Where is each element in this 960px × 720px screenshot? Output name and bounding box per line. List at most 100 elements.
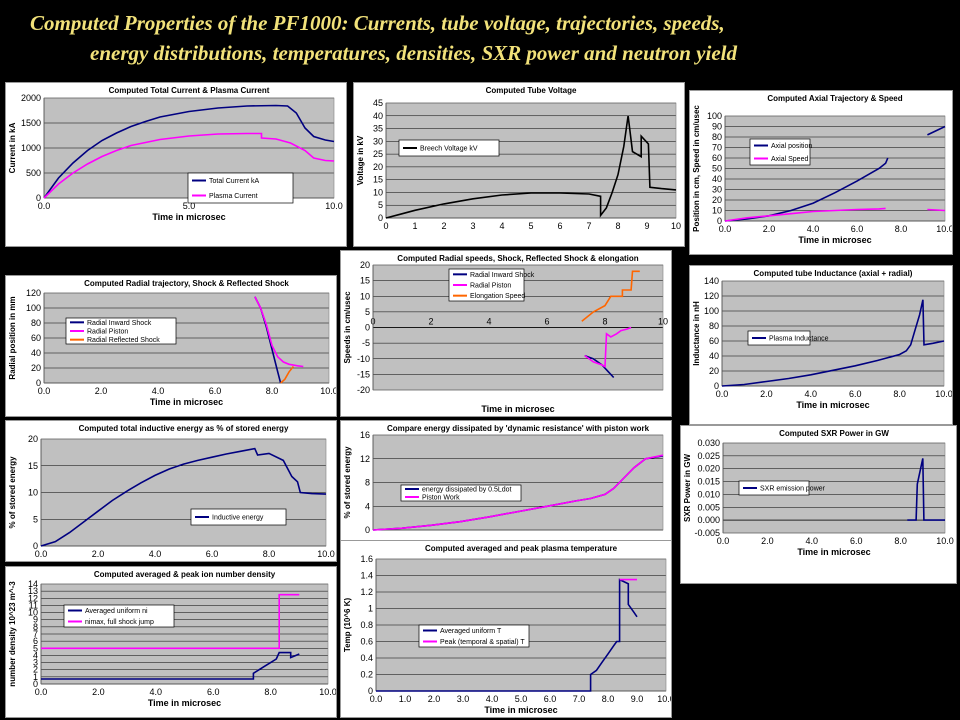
x-tick-label: 10.0 xyxy=(657,694,671,704)
y-tick-label: 0 xyxy=(714,381,719,391)
y-tick-label: 10 xyxy=(712,206,722,216)
y-tick-label: 1000 xyxy=(21,143,41,153)
plot-border xyxy=(40,583,329,685)
plot-border xyxy=(721,280,945,387)
legend-box xyxy=(749,138,811,166)
plot-area xyxy=(386,103,676,218)
legend-entry: Piston Work xyxy=(422,495,460,502)
x-tick-label: 0.0 xyxy=(370,694,383,704)
y-tick-label: 0.000 xyxy=(697,515,720,525)
y-tick-label: 0.6 xyxy=(360,637,373,647)
y-tick-label: 40 xyxy=(712,174,722,184)
y-tick-label: 2000 xyxy=(21,93,41,103)
y-axis-label: Speeds in cm/usec xyxy=(343,291,352,364)
chart-title: Computed averaged and peak plasma temper… xyxy=(425,544,618,553)
x-tick-label: 4.0 xyxy=(805,389,818,399)
y-axis-label: SXR Power in GW xyxy=(683,454,692,522)
chart-svg-inductance: Computed tube Inductance (axial + radial… xyxy=(692,269,952,410)
y-tick-label: 10 xyxy=(28,608,38,618)
y-tick-label: 80 xyxy=(709,321,719,331)
x-tick-label: 2.0 xyxy=(92,549,105,559)
series-line-1 xyxy=(43,104,335,199)
chart-svg-voltage: Computed Tube Voltage0510152025303540450… xyxy=(356,86,681,231)
y-tick-label: 8 xyxy=(33,622,38,632)
y-tick-label: 120 xyxy=(704,291,719,301)
y-axis-label: Temp (10^6 K) xyxy=(343,598,352,653)
y-tick-label: 20 xyxy=(31,363,41,373)
y-tick-label: 1.2 xyxy=(360,587,373,597)
y-tick-label: 0.4 xyxy=(360,653,373,663)
x-tick-label: 0.0 xyxy=(719,224,732,234)
slide-title-line-1: Computed Properties of the PF1000: Curre… xyxy=(30,11,725,35)
series-line-1 xyxy=(376,578,638,692)
y-tick-label: 11 xyxy=(29,600,38,610)
y-tick-label: 20 xyxy=(373,162,383,172)
chart-panel-temperature: Computed averaged and peak plasma temper… xyxy=(340,540,672,718)
y-tick-label: 0 xyxy=(365,525,370,535)
legend-entry: Plasma Inductance xyxy=(769,336,829,343)
plot-border xyxy=(385,102,677,219)
plot-border xyxy=(40,438,327,547)
x-tick-label: 9.0 xyxy=(631,694,644,704)
y-tick-label: 0.2 xyxy=(360,670,373,680)
y-tick-label: 0 xyxy=(33,541,38,551)
y-tick-label: 16 xyxy=(360,430,370,440)
legend-entry: Axial Speed xyxy=(771,156,808,163)
y-tick-label: 0 xyxy=(717,216,722,226)
plot-border xyxy=(43,292,330,384)
y-tick-label: 4 xyxy=(33,650,38,660)
legend-entry: Radial Inward Shock xyxy=(87,320,152,327)
x-tick-label: 8.0 xyxy=(263,549,276,559)
x-tick-label: 0.0 xyxy=(38,201,51,211)
chart-title: Computed Radial trajectory, Shock & Refl… xyxy=(84,279,289,288)
x-tick-label: 10.0 xyxy=(320,386,336,396)
y-tick-label: 100 xyxy=(26,303,41,313)
chart-svg-radial: Computed Radial trajectory, Shock & Refl… xyxy=(8,279,336,407)
chart-title: Computed SXR Power in GW xyxy=(779,429,889,438)
chart-svg-sxr: Computed SXR Power in GW -0.005 0.000 0.005… xyxy=(683,429,954,557)
y-tick-label: 25 xyxy=(373,149,383,159)
x-tick-label: 4.0 xyxy=(149,549,162,559)
x-tick-label: 2 xyxy=(428,317,433,327)
y-tick-label: 10 xyxy=(360,291,370,301)
x-tick-label: 5 xyxy=(528,221,533,231)
chart-svg-radspeed: Computed Radial speeds, Shock, Reflected… xyxy=(343,254,668,414)
x-tick-label: 5.0 xyxy=(515,694,528,704)
series-line-2 xyxy=(41,593,300,650)
y-tick-label: 5 xyxy=(33,514,38,524)
y-tick-label: 5 xyxy=(33,643,38,653)
y-tick-label: 0 xyxy=(365,323,370,333)
legend-entry: Inductive energy xyxy=(212,515,264,522)
x-tick-label: 3.0 xyxy=(457,694,470,704)
legend-box xyxy=(738,480,810,496)
legend-entry: nimax, full shock jump xyxy=(85,619,154,626)
legend-entry: Radial Piston xyxy=(87,329,128,336)
x-tick-label: 7 xyxy=(586,221,591,231)
x-tick-label: 6.0 xyxy=(209,386,222,396)
chart-title: Compare energy dissipated by 'dynamic re… xyxy=(387,424,650,433)
series-line-2 xyxy=(254,296,304,368)
chart-panel-radial: Computed Radial trajectory, Shock & Refl… xyxy=(5,275,337,417)
y-tick-label: 0.025 xyxy=(697,451,720,461)
x-tick-label: 6.0 xyxy=(207,687,220,697)
y-tick-label: 10 xyxy=(373,187,383,197)
x-tick-label: 6.0 xyxy=(206,549,219,559)
x-tick-label: 6 xyxy=(544,317,549,327)
legend-entry: Radial Piston xyxy=(470,283,511,290)
y-tick-label: 1.4 xyxy=(360,571,373,581)
x-tick-label: 1.0 xyxy=(399,694,412,704)
y-tick-label: 100 xyxy=(704,306,719,316)
chart-svg-temperature: Computed averaged and peak plasma temper… xyxy=(343,544,671,715)
plot-border xyxy=(724,115,946,222)
chart-svg-compare: Compare energy dissipated by 'dynamic re… xyxy=(343,424,664,535)
y-tick-label: 8 xyxy=(365,478,370,488)
legend-entry: Plasma Current xyxy=(209,193,258,200)
series-line-2 xyxy=(43,132,335,199)
y-axis-label: % of stored energy xyxy=(343,446,352,519)
series-line-3 xyxy=(280,365,295,384)
x-axis-label: Time in microsec xyxy=(152,212,225,222)
y-tick-label: 45 xyxy=(373,98,383,108)
y-tick-label: 1.6 xyxy=(360,554,373,564)
x-tick-label: 8.0 xyxy=(894,536,907,546)
chart-title: Computed Axial Trajectory & Speed xyxy=(767,94,902,103)
